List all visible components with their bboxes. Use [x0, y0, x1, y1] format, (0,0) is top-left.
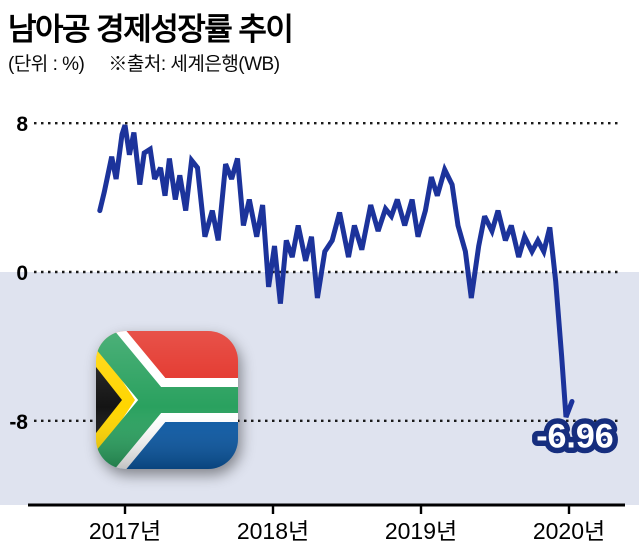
y-tick-label: 8 — [16, 113, 28, 136]
y-tick-label: -8 — [9, 411, 28, 434]
growth-line — [97, 124, 575, 418]
last-value-label: -6.96 — [536, 417, 614, 455]
chart-title: 남아공 경제성장률 추이 — [8, 12, 294, 47]
south-africa-flag-icon — [96, 331, 238, 469]
flag-gloss-overlay — [96, 331, 238, 469]
x-tick-label: 2020년 — [533, 518, 605, 544]
x-tick-label: 2018년 — [237, 518, 309, 544]
x-tick-label: 2019년 — [385, 518, 457, 544]
unit-label: (단위 : %) — [8, 54, 85, 75]
source-label: ※출처: 세계은행(WB) — [108, 54, 280, 75]
chart-subtitle: (단위 : %) ※출처: 세계은행(WB) — [8, 49, 280, 76]
x-tick-label: 2017년 — [89, 518, 161, 544]
y-tick-label: 0 — [16, 262, 28, 285]
